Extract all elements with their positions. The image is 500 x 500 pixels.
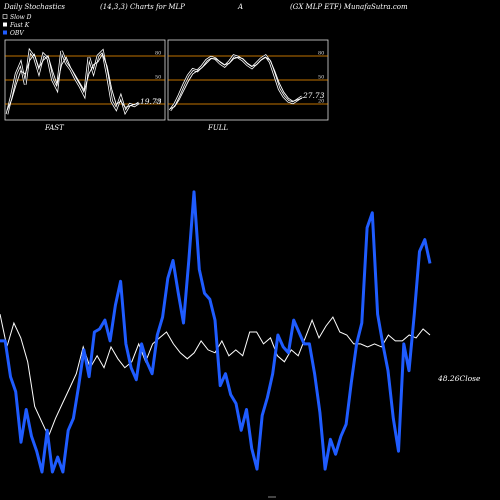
obv-line <box>0 190 432 474</box>
main-price-obv-panel: 48.26Close <box>0 190 481 498</box>
close-price-label: 48.26Close <box>437 374 481 383</box>
header-title: Daily Stochastics <box>3 3 65 11</box>
fast-band-label-20: 20 <box>155 99 161 105</box>
fast-fast-k-core <box>6 49 140 115</box>
header-source: (GX MLP ETF) MunafaSutra.com <box>290 3 408 11</box>
full-band-label-80: 80 <box>318 51 324 57</box>
fast-band-label-80: 80 <box>155 51 161 57</box>
legend-label-fast-k: Fast K <box>9 22 30 29</box>
fast-slow-d-line <box>6 53 140 111</box>
legend-label-obv: OBV <box>10 30 24 37</box>
full-band-label-50: 50 <box>318 75 324 81</box>
fast-panel-label: FAST <box>44 124 65 132</box>
legend-swatch-obv <box>3 30 7 35</box>
legend-label-slow-d: Slow D <box>10 14 32 21</box>
full-fast-k-core <box>169 55 303 111</box>
legend-swatch-fast-k <box>3 22 7 27</box>
full-band-label-20: 20 <box>318 99 324 105</box>
legend: Slow D Fast K OBV <box>2 14 32 37</box>
legend-swatch-slow-d <box>2 14 8 19</box>
header-mid: A <box>237 3 243 11</box>
fast-last-value: 19.73 <box>140 97 162 106</box>
fast-band-label-50: 50 <box>155 75 161 81</box>
full-slow-d-line <box>169 56 303 110</box>
header-params: (14,3,3) Charts for MLP <box>100 3 185 11</box>
fast-stochastic-panel: 20 50 80 19.73 FAST <box>4 39 166 132</box>
full-panel-label: FULL <box>207 124 228 132</box>
scroll-marker <box>268 496 276 498</box>
full-stochastic-panel: 20 50 80 27.73 FULL <box>167 39 329 132</box>
price-line <box>0 313 431 438</box>
full-last-value: 27.73 <box>302 91 325 100</box>
